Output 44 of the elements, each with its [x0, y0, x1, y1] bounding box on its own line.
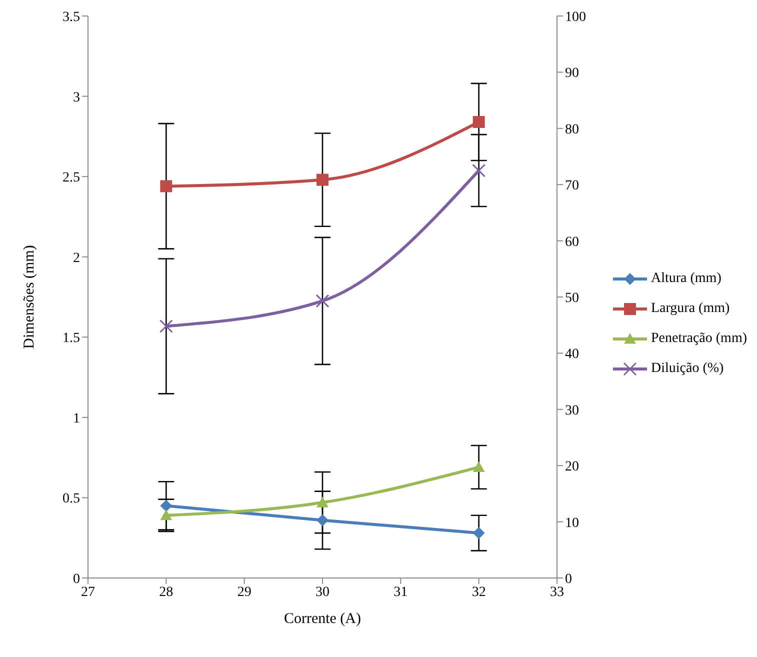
point: [160, 180, 172, 192]
y2-tick-label: 60: [564, 234, 579, 250]
x-axis-title: Corrente (A): [284, 611, 362, 627]
y2-tick-label: 20: [564, 460, 579, 475]
y-tick-label: 3.5: [62, 10, 80, 25]
legend-label: Altura (mm): [650, 270, 722, 286]
point: [316, 294, 330, 308]
y2-tick-label: 30: [564, 403, 579, 418]
legend-label: Penetração (mm): [650, 330, 747, 346]
y-tick-label: 0: [73, 572, 80, 587]
x-tick-label: 30: [315, 584, 330, 600]
y2-tick-label: 80: [564, 122, 579, 138]
legend-label: Diluição (%): [650, 360, 724, 376]
y-axis-title: Dimensões (mm): [21, 245, 38, 349]
y-tick-label: 3: [73, 90, 80, 106]
x-tick-label: 33: [550, 584, 564, 600]
point: [316, 174, 328, 186]
y2-tick-label: 70: [564, 178, 579, 194]
y-tick-label: 2.5: [62, 170, 80, 186]
point: [316, 496, 328, 508]
y2-tick-label: 90: [564, 66, 579, 82]
point: [159, 319, 173, 333]
y2-tick-label: 10: [564, 516, 579, 531]
x-tick-label: 31: [394, 584, 408, 600]
legend-label: Largura (mm): [650, 300, 730, 316]
point: [160, 509, 172, 520]
point: [316, 514, 328, 526]
point: [472, 527, 485, 540]
x-tick-label: 28: [159, 584, 174, 600]
x-tick-label: 29: [237, 584, 252, 600]
y-tick-label: 1: [73, 411, 80, 426]
point: [472, 116, 485, 128]
y2-tick-label: 50: [564, 290, 579, 306]
y-tick-label: 2: [73, 250, 80, 266]
x-tick-label: 32: [472, 584, 486, 600]
y-tick-label: 1.5: [62, 331, 80, 346]
y2-tick-label: 40: [564, 347, 579, 362]
point: [160, 500, 172, 512]
y2-tick-label: 100: [564, 10, 586, 25]
point: [472, 164, 486, 178]
y-tick-label: 0.5: [62, 492, 80, 507]
point: [472, 461, 485, 472]
x-tick-label: 27: [81, 584, 95, 600]
y2-tick-label: 0: [564, 572, 572, 587]
